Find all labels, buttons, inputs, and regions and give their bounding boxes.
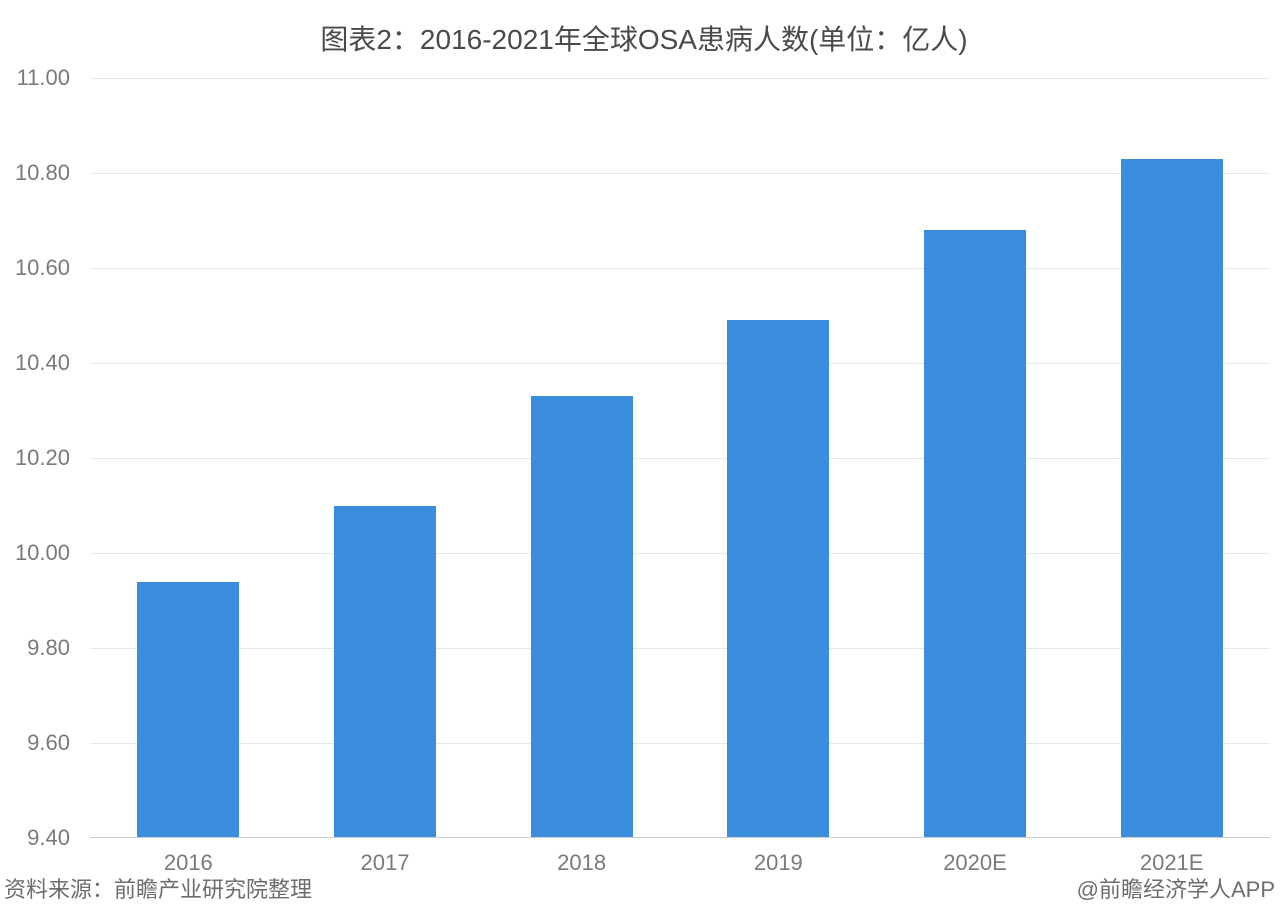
y-tick-label: 9.60 — [0, 730, 70, 756]
bar — [531, 396, 633, 838]
chart-title: 图表2：2016-2021年全球OSA患病人数(单位：亿人) — [0, 18, 1288, 58]
y-tick-label: 9.40 — [0, 825, 70, 851]
bars-group: 20162017201820192020E2021E — [90, 78, 1270, 838]
y-axis: 9.409.609.8010.0010.2010.4010.6010.8011.… — [0, 78, 80, 838]
x-axis-line — [90, 837, 1270, 838]
x-tick-label: 2019 — [754, 850, 803, 876]
y-tick-label: 10.00 — [0, 540, 70, 566]
attribution-label: @前瞻经济学人APP — [1077, 872, 1275, 904]
x-tick-label: 2018 — [557, 850, 606, 876]
bar — [334, 506, 436, 839]
y-tick-label: 10.40 — [0, 350, 70, 376]
source-label: 资料来源：前瞻产业研究院整理 — [4, 872, 312, 904]
x-tick-label: 2020E — [943, 850, 1007, 876]
y-tick-label: 10.60 — [0, 255, 70, 281]
y-tick-label: 9.80 — [0, 635, 70, 661]
y-tick-label: 11.00 — [0, 65, 70, 91]
plot-area: 20162017201820192020E2021E — [90, 78, 1270, 838]
bar — [727, 320, 829, 838]
bar — [924, 230, 1026, 838]
bar — [137, 582, 239, 839]
bar — [1121, 159, 1223, 838]
y-tick-label: 10.20 — [0, 445, 70, 471]
x-tick-label: 2017 — [361, 850, 410, 876]
chart-container: 图表2：2016-2021年全球OSA患病人数(单位：亿人) 9.40 9.60 9… — [0, 0, 1288, 918]
y-tick-label: 10.80 — [0, 160, 70, 186]
